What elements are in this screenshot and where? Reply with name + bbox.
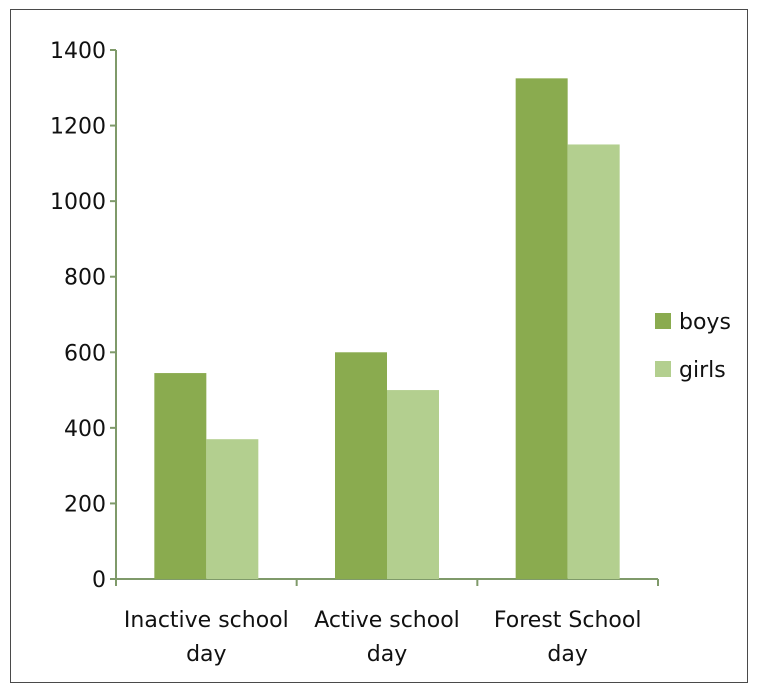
y-tick-label: 800: [64, 266, 106, 291]
y-tick-label: 200: [64, 492, 106, 517]
x-category-label: day: [547, 642, 587, 667]
y-tick-label: 600: [64, 341, 106, 366]
y-tick-label: 1400: [50, 39, 106, 64]
chart-legend: boys girls: [655, 310, 731, 383]
chart-bars: [154, 78, 620, 579]
bar-girls-2: [387, 390, 439, 579]
bar-boys-3: [515, 78, 568, 579]
bar-boys-2: [335, 352, 387, 579]
y-tick-label: 1200: [50, 115, 106, 140]
x-category-label: day: [367, 642, 407, 667]
bar-boys-1: [154, 373, 207, 579]
x-category-label: Forest School: [494, 608, 642, 633]
x-category-label: Inactive school: [124, 608, 289, 633]
x-category-label: Active school: [314, 608, 460, 633]
legend-label-girls: girls: [679, 358, 726, 383]
y-tick-label: 400: [64, 417, 106, 442]
legend-swatch-girls: [655, 361, 671, 377]
y-tick-label: 1000: [50, 190, 106, 215]
x-category-label: day: [186, 642, 226, 667]
bar-girls-3: [567, 144, 620, 579]
y-tick-label: 0: [92, 568, 106, 593]
chart-labels: 0 200 400 600 800 1000 1200 1400 Inactive school…: [50, 39, 641, 667]
legend-swatch-boys: [655, 313, 671, 329]
bar-girls-1: [206, 439, 259, 579]
legend-label-boys: boys: [679, 310, 731, 335]
